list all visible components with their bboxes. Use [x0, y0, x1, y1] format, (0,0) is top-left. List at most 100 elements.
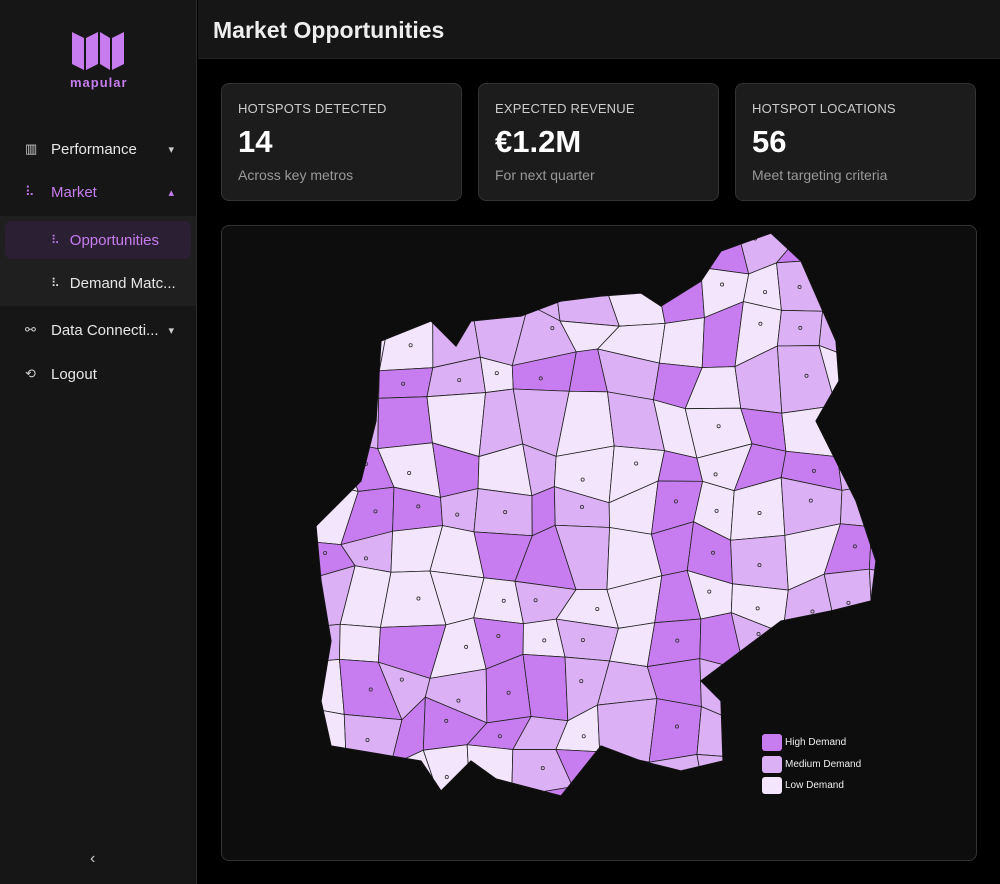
- location-marker[interactable]: [416, 596, 421, 601]
- location-marker[interactable]: [808, 498, 813, 503]
- location-marker[interactable]: [323, 550, 328, 555]
- map-region[interactable]: [867, 348, 927, 413]
- location-marker[interactable]: [901, 333, 904, 336]
- location-marker[interactable]: [711, 550, 716, 555]
- map-region[interactable]: [515, 226, 571, 282]
- location-marker[interactable]: [416, 504, 421, 509]
- location-marker[interactable]: [399, 677, 404, 682]
- sidebar-item-logout[interactable]: ⟲ Logout: [0, 352, 196, 396]
- location-marker[interactable]: [634, 461, 639, 466]
- location-marker[interactable]: [318, 509, 323, 514]
- map-region[interactable]: [289, 353, 349, 403]
- map-region[interactable]: [861, 226, 922, 275]
- map-region[interactable]: [343, 713, 403, 767]
- map-region[interactable]: [336, 262, 389, 324]
- map-region[interactable]: [696, 706, 753, 759]
- location-marker[interactable]: [846, 336, 851, 341]
- location-marker[interactable]: [716, 424, 721, 429]
- location-marker[interactable]: [579, 505, 584, 510]
- location-marker[interactable]: [408, 343, 413, 348]
- map-region[interactable]: [337, 397, 380, 450]
- collapse-sidebar-button[interactable]: ‹: [90, 850, 95, 868]
- location-marker[interactable]: [360, 300, 365, 305]
- location-marker[interactable]: [797, 647, 802, 652]
- map-region[interactable]: [291, 658, 345, 715]
- map-region[interactable]: [302, 226, 338, 284]
- location-marker[interactable]: [407, 470, 412, 475]
- sidebar-item-data-connections[interactable]: ⚯ Data Connecti... ▾: [0, 308, 196, 352]
- location-marker[interactable]: [711, 774, 716, 779]
- map-region[interactable]: [817, 803, 877, 854]
- location-marker[interactable]: [496, 634, 501, 639]
- map-region[interactable]: [816, 652, 874, 716]
- map-region[interactable]: [696, 753, 753, 797]
- map-region[interactable]: [470, 797, 519, 850]
- location-marker[interactable]: [464, 644, 469, 649]
- sidebar-item-market[interactable]: ⠧ Market ▴: [0, 170, 196, 214]
- location-marker[interactable]: [804, 373, 809, 378]
- map-region[interactable]: [606, 791, 651, 845]
- location-marker[interactable]: [810, 609, 815, 614]
- location-marker[interactable]: [444, 718, 449, 723]
- location-marker[interactable]: [846, 600, 851, 605]
- map-region[interactable]: [835, 397, 876, 460]
- location-marker[interactable]: [853, 430, 858, 435]
- map-region[interactable]: [785, 799, 818, 854]
- sidebar-item-performance[interactable]: ▥ Performance ▾: [0, 127, 196, 171]
- map-region[interactable]: [554, 279, 620, 327]
- map-region[interactable]: [289, 309, 349, 357]
- map-region[interactable]: [861, 267, 922, 327]
- map-region[interactable]: [310, 623, 341, 663]
- location-marker[interactable]: [444, 254, 449, 259]
- map-region[interactable]: [301, 798, 357, 850]
- location-marker[interactable]: [714, 508, 719, 513]
- location-marker[interactable]: [316, 727, 321, 732]
- location-marker[interactable]: [852, 544, 857, 549]
- location-marker[interactable]: [409, 243, 414, 248]
- location-marker[interactable]: [893, 425, 896, 428]
- location-marker[interactable]: [501, 598, 506, 603]
- location-marker[interactable]: [899, 552, 902, 555]
- map-region[interactable]: [602, 226, 659, 281]
- location-marker[interactable]: [364, 770, 369, 775]
- location-marker[interactable]: [758, 321, 763, 326]
- location-marker[interactable]: [496, 288, 501, 293]
- location-marker[interactable]: [676, 288, 681, 293]
- location-marker[interactable]: [891, 589, 894, 592]
- location-marker[interactable]: [542, 638, 547, 643]
- location-marker[interactable]: [885, 295, 888, 298]
- map-region[interactable]: [819, 226, 886, 269]
- location-marker[interactable]: [757, 738, 762, 743]
- location-marker[interactable]: [763, 290, 768, 295]
- location-marker[interactable]: [757, 563, 762, 568]
- logo[interactable]: mapular: [70, 30, 127, 90]
- map-region[interactable]: [736, 654, 789, 723]
- location-marker[interactable]: [506, 690, 511, 695]
- location-marker[interactable]: [890, 827, 893, 830]
- map-region[interactable]: [730, 534, 789, 591]
- map-region[interactable]: [861, 454, 922, 495]
- map-region[interactable]: [871, 747, 925, 804]
- location-marker[interactable]: [852, 641, 857, 646]
- map-region[interactable]: [306, 263, 345, 315]
- map-region[interactable]: [468, 265, 529, 308]
- location-marker[interactable]: [360, 239, 365, 244]
- map-region[interactable]: [781, 405, 838, 458]
- location-marker[interactable]: [414, 782, 419, 787]
- map-region[interactable]: [860, 652, 921, 706]
- map-region[interactable]: [775, 226, 830, 264]
- map-region[interactable]: [785, 654, 836, 717]
- location-marker[interactable]: [455, 512, 460, 517]
- map-region[interactable]: [871, 786, 925, 853]
- location-marker[interactable]: [579, 679, 584, 684]
- location-marker[interactable]: [329, 330, 334, 335]
- map-region[interactable]: [441, 803, 487, 847]
- location-marker[interactable]: [494, 371, 499, 376]
- location-marker[interactable]: [456, 698, 461, 703]
- map-region[interactable]: [658, 317, 705, 369]
- location-marker[interactable]: [580, 477, 585, 482]
- map-region[interactable]: [648, 698, 702, 763]
- location-marker[interactable]: [673, 499, 678, 504]
- map-region[interactable]: [776, 309, 824, 347]
- location-marker[interactable]: [533, 255, 538, 260]
